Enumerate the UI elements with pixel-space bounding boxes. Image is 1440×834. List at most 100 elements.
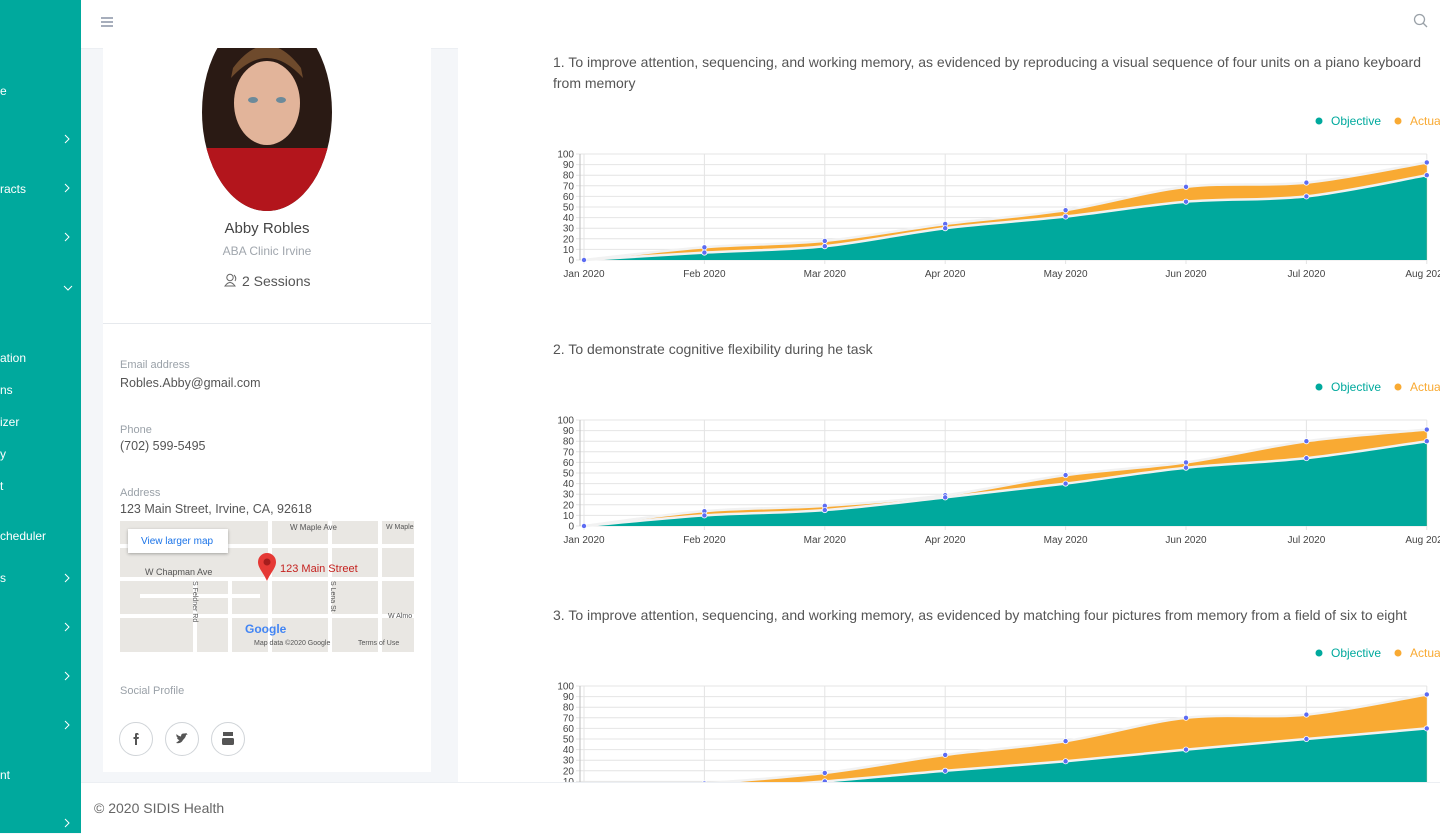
area [584,441,1427,526]
nav-item[interactable]: s [0,571,6,585]
x-tick-label: Aug 2020 [1405,535,1440,546]
map-street: S Lena St [329,581,336,612]
profile-sessions: 2 Sessions [242,273,311,289]
map-terms[interactable]: Terms of Use [358,640,400,647]
y-tick-label: 90 [563,692,575,703]
avatar [202,48,332,211]
footer-text: © 2020 SIDIS Health [94,800,225,816]
legend-marker [1394,649,1402,657]
area-line [583,439,1427,528]
chevron[interactable] [62,670,72,682]
chevron[interactable] [62,283,74,293]
point [821,769,828,776]
x-tick-label: Feb 2020 [683,269,726,280]
twitter-button[interactable] [165,722,199,756]
point [1303,438,1310,445]
point [1423,438,1430,445]
facebook-button[interactable] [119,722,153,756]
field-value: Robles.Abby@gmail.com [120,376,261,390]
y-tick-label: 100 [557,150,574,161]
point [1062,207,1069,214]
area-line [583,161,1428,262]
legend-label: Objective [1331,114,1381,128]
x-tick-label: Jun 2020 [1165,535,1207,546]
y-tick-label: 10 [563,777,575,782]
point [1303,455,1310,462]
legend-label: Objective [1331,646,1381,660]
chevron[interactable] [62,182,72,194]
chevron[interactable] [62,133,72,145]
map-link-box[interactable] [128,529,228,553]
point [1062,758,1069,765]
area [816,728,1427,782]
y-tick-label: 80 [563,703,575,714]
profile-card: Abby Robles ABA Clinic Irvine 2 Sessions… [103,48,431,772]
point [581,256,588,263]
y-tick-label: 60 [563,724,575,735]
y-tick-label: 50 [563,735,575,746]
chevron[interactable] [62,572,72,584]
nav-item[interactable]: e [0,84,7,98]
profile-name: Abby Robles [224,220,310,237]
nav-item[interactable]: ation [0,351,27,365]
point [1303,179,1310,186]
point [1303,193,1310,200]
point [1183,464,1190,471]
y-tick-label: 20 [563,234,575,245]
nav-item[interactable]: racts [0,182,27,196]
legend-marker [1315,117,1323,125]
point [701,512,708,519]
field-value: (702) 599-5495 [120,439,206,453]
top-bar [81,0,1440,49]
x-tick-label: Jan 2020 [563,535,605,546]
y-tick-label: 50 [563,469,575,480]
y-tick-label: 80 [563,171,575,182]
field-label: Phone [120,424,152,436]
y-tick-label: 40 [563,479,575,490]
chevron[interactable] [62,621,72,633]
map-attribution: Map data ©2020 Google [254,640,331,647]
legend-label: Actual [1410,114,1440,128]
nav-item[interactable]: izer [0,415,20,429]
point [1423,172,1430,179]
nav-item[interactable]: ns [0,383,13,397]
field-label: Social Profile [120,685,185,697]
x-tick-label: Jul 2020 [1287,535,1325,546]
map-roads [120,521,414,652]
point [942,767,949,774]
legend-label: Objective [1331,380,1381,394]
nav-item[interactable]: y [0,447,6,461]
x-tick-label: Mar 2020 [804,535,847,546]
youtube-button[interactable] [211,722,245,756]
point [581,522,588,529]
map[interactable]: View larger map W Maple Ave W Maple W Ch… [120,521,414,652]
chevron[interactable] [62,231,72,243]
legend-marker [1394,383,1402,391]
y-tick-label: 100 [557,682,574,693]
chart-title: 2. To demonstrate cognitive flexibility … [553,341,873,357]
map-street: W Almo [388,613,413,620]
y-tick-label: 70 [563,181,575,192]
map-link[interactable]: View larger map [141,536,214,547]
nav-item[interactable]: t [0,479,4,493]
y-tick-label: 50 [563,203,575,214]
chevron[interactable] [62,719,72,731]
point [821,237,828,244]
field-label: Email address [120,359,190,371]
legend-marker [1315,383,1323,391]
y-tick-label: 20 [563,766,575,777]
chevron[interactable] [62,817,72,829]
x-tick-label: Aug 2020 [1405,269,1440,280]
y-tick-label: 30 [563,490,575,501]
search-button[interactable] [1413,13,1429,29]
y-tick-label: 10 [563,511,575,522]
x-tick-label: Jul 2020 [1287,269,1325,280]
point [1183,714,1190,721]
nav-item[interactable]: cheduler [0,529,47,543]
nav-item[interactable]: nt [0,768,11,782]
chart-title: 1. To improve attention, sequencing, and… [553,54,1422,91]
menu-toggle[interactable] [100,16,114,28]
y-tick-label: 0 [568,256,574,267]
